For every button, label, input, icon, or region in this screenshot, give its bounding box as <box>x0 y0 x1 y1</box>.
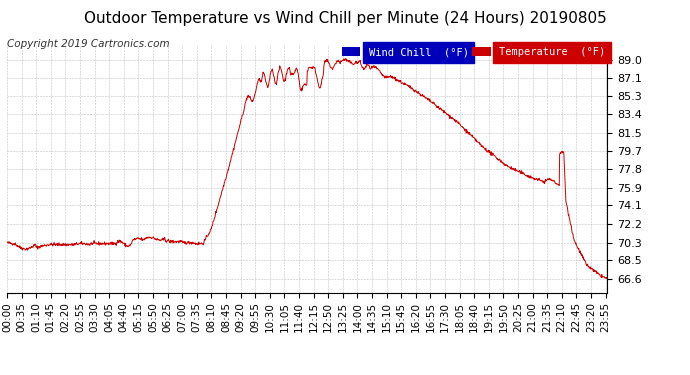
Legend: Wind Chill  (°F), Temperature  (°F): Wind Chill (°F), Temperature (°F) <box>339 45 607 59</box>
Text: Copyright 2019 Cartronics.com: Copyright 2019 Cartronics.com <box>7 39 170 50</box>
Text: Outdoor Temperature vs Wind Chill per Minute (24 Hours) 20190805: Outdoor Temperature vs Wind Chill per Mi… <box>83 11 607 26</box>
